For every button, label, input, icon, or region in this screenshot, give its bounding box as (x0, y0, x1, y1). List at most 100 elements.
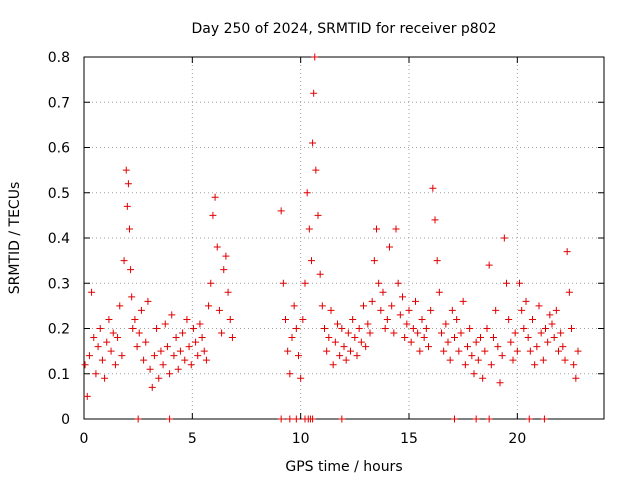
data-point (222, 252, 230, 260)
data-point (344, 329, 352, 337)
data-point (485, 261, 493, 269)
data-point (155, 374, 163, 382)
data-point (218, 329, 226, 337)
data-point (336, 352, 344, 360)
data-point (431, 216, 439, 224)
data-point (403, 320, 411, 328)
data-point (568, 325, 575, 332)
data-point (483, 325, 491, 332)
data-point (492, 306, 500, 314)
data-point (396, 311, 404, 319)
data-point (148, 383, 156, 391)
data-point (299, 315, 307, 323)
data-point (518, 306, 526, 314)
data-point-zero (277, 415, 285, 423)
data-point (379, 288, 387, 296)
data-point (194, 352, 202, 360)
data-point-zero (525, 415, 533, 423)
data-point (468, 352, 476, 360)
data-point (498, 352, 506, 360)
data-point (196, 320, 204, 328)
data-point (464, 343, 471, 351)
data-point (301, 279, 309, 287)
data-point (557, 329, 565, 337)
data-point (360, 302, 367, 310)
data-point (282, 315, 289, 323)
data-point (129, 325, 137, 332)
data-point (470, 370, 478, 378)
data-point (98, 356, 106, 364)
data-point (362, 343, 370, 351)
data-point (295, 352, 302, 360)
data-point (159, 361, 167, 369)
y-axis-title: SRMTID / TECUs (7, 182, 23, 295)
data-point (342, 356, 350, 364)
plot-frame (83, 56, 605, 420)
data-point (550, 334, 558, 342)
data-point (116, 302, 124, 310)
data-point (347, 347, 354, 355)
data-point (297, 374, 305, 382)
data-point (83, 392, 91, 400)
data-point (220, 266, 228, 274)
data-point (375, 279, 383, 287)
data-point (228, 334, 236, 342)
data-point (505, 315, 513, 323)
data-point (150, 352, 158, 360)
data-point (552, 306, 560, 314)
x-axis-title: GPS time / hours (285, 459, 402, 475)
data-point (189, 325, 197, 332)
data-point (224, 288, 232, 296)
data-point-zero (451, 415, 458, 423)
data-point (442, 320, 450, 328)
data-point-zero (309, 415, 317, 423)
data-point (109, 329, 117, 337)
data-point (92, 370, 100, 378)
data-point (422, 325, 430, 332)
data-point (338, 325, 346, 332)
data-point (105, 315, 113, 323)
data-point (305, 225, 313, 233)
data-point (303, 189, 311, 197)
data-points (81, 53, 582, 423)
data-point (163, 343, 171, 351)
data-point (446, 356, 454, 364)
data-point (370, 257, 378, 265)
data-point (572, 374, 580, 382)
data-point (103, 338, 111, 346)
data-point (107, 347, 115, 355)
y-tick-label: 0.6 (48, 141, 70, 157)
data-point (401, 334, 409, 342)
data-point (318, 302, 326, 310)
data-point (522, 297, 530, 305)
data-point (170, 352, 178, 360)
data-point (366, 329, 374, 337)
data-point (172, 334, 180, 342)
data-point (368, 297, 376, 305)
data-point (425, 343, 432, 351)
data-point (179, 329, 187, 337)
data-point (433, 257, 441, 265)
data-point (459, 297, 467, 305)
data-point (500, 234, 508, 242)
data-point (85, 352, 93, 360)
data-point (487, 361, 495, 369)
y-tick-label: 0.1 (48, 367, 70, 383)
data-point (205, 302, 213, 310)
data-point (284, 347, 292, 355)
data-point (133, 343, 141, 351)
data-point (526, 347, 534, 355)
x-tick-label: 0 (80, 431, 89, 447)
data-point (146, 365, 154, 373)
data-point (131, 315, 139, 323)
data-point (308, 257, 315, 265)
y-tick-label: 0.7 (48, 95, 70, 111)
data-point (427, 306, 435, 314)
data-point (316, 270, 324, 278)
data-point (451, 334, 458, 342)
data-point (327, 306, 335, 314)
data-point (388, 302, 396, 310)
data-point (453, 315, 461, 323)
data-point (311, 53, 319, 61)
data-point (407, 338, 415, 346)
